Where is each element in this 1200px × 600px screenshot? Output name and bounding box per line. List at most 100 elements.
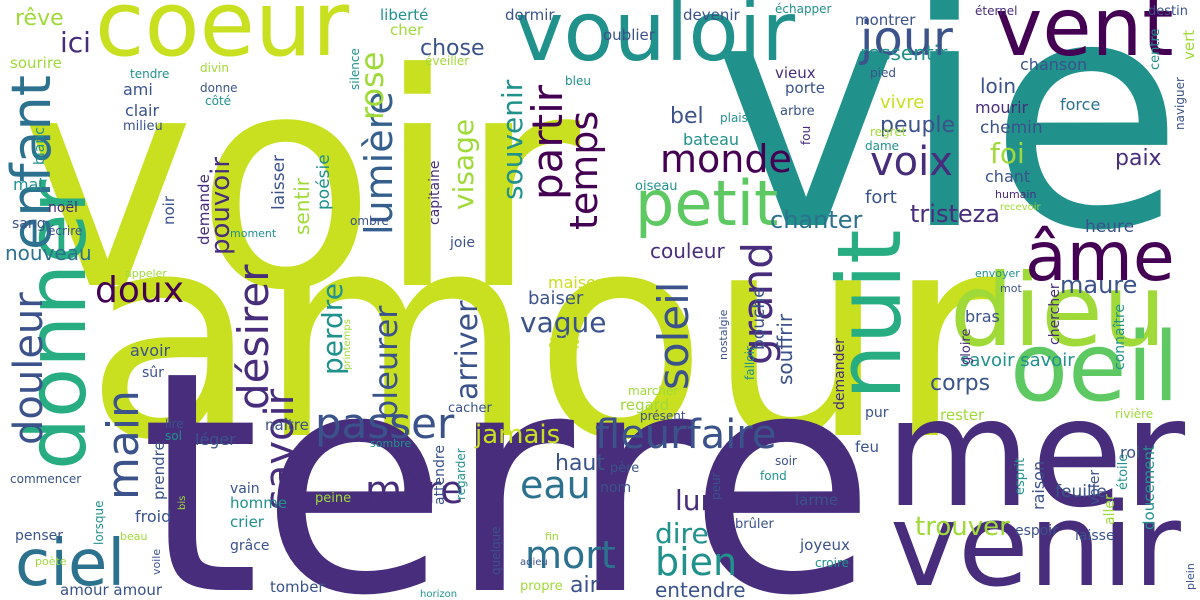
word: jamais: [474, 420, 560, 450]
word: joie: [449, 235, 475, 251]
word: silence: [348, 48, 362, 90]
word: dame: [865, 139, 899, 153]
word: devenir: [683, 6, 741, 24]
word: bel: [670, 104, 704, 129]
word: perdre: [316, 283, 349, 375]
word: chemin: [980, 118, 1043, 138]
word: petit: [635, 167, 778, 240]
word: cacher: [448, 401, 492, 416]
word: joyeux: [799, 536, 850, 554]
word: air: [570, 573, 600, 598]
word: demande: [195, 174, 213, 245]
word: rêve: [15, 6, 64, 31]
word: nostalgie: [717, 309, 730, 360]
word: sentir: [290, 177, 314, 235]
word: entendre: [655, 578, 746, 600]
word: mot: [1000, 282, 1022, 295]
word: plaisir: [720, 111, 756, 125]
word: éveiller: [425, 54, 469, 68]
word: milieu: [123, 119, 163, 134]
word: destin: [1148, 4, 1188, 19]
word: souvenir: [496, 79, 529, 200]
word: dieu: [950, 252, 1166, 369]
word: mourir: [975, 98, 1029, 117]
word: foi: [990, 137, 1025, 170]
word: oeil: [1010, 313, 1179, 423]
word: monde: [660, 137, 792, 181]
word: horizon: [420, 589, 457, 600]
word: grand: [733, 242, 782, 365]
word: roi: [1120, 443, 1140, 462]
word: force: [1060, 95, 1100, 114]
word: jour: [859, 11, 953, 67]
word: sombre: [370, 437, 411, 450]
word: adieu: [520, 557, 548, 568]
word: aile: [548, 332, 580, 353]
word: penser: [15, 528, 63, 544]
word: heure: [1085, 217, 1134, 237]
word: montrer: [855, 11, 916, 29]
word: humain: [995, 188, 1036, 201]
word: centre: [1148, 28, 1163, 70]
word: feu: [855, 438, 879, 456]
word: croire: [815, 556, 849, 570]
word: eau: [520, 463, 591, 507]
word: peur: [709, 472, 723, 500]
word: moment: [230, 227, 277, 240]
word: corps: [930, 371, 990, 396]
word: divin: [200, 61, 229, 75]
word: oiseau: [635, 179, 678, 194]
word: noir: [160, 195, 178, 225]
word: voir: [20, 10, 583, 355]
word: éternel: [975, 4, 1018, 18]
word: tristeza: [910, 200, 1000, 228]
word: oublier: [603, 26, 656, 44]
word: donner: [10, 179, 105, 470]
word: mort: [525, 533, 616, 577]
word: brûler: [735, 517, 774, 532]
word: île: [549, 355, 569, 374]
word: terre: [140, 307, 876, 600]
word: douleur: [6, 292, 52, 445]
word: fleurfaire: [595, 412, 776, 458]
word: bien: [655, 540, 737, 584]
word: gloire: [959, 329, 974, 366]
word: soleil: [649, 282, 698, 390]
word: couleur: [650, 239, 725, 263]
word: lire: [165, 417, 184, 431]
word: tomber: [270, 578, 325, 596]
word: savoir savoir: [960, 350, 1075, 371]
word: peuple: [880, 113, 955, 138]
word: sol: [165, 429, 182, 443]
word: vieux: [775, 64, 816, 82]
word: larme: [795, 491, 838, 509]
word: fin: [545, 530, 559, 543]
word: connaître: [1112, 304, 1128, 370]
word: visage: [447, 119, 480, 210]
word: bateau: [683, 130, 739, 149]
word: propre: [520, 579, 563, 594]
word: raison: [1029, 461, 1048, 510]
word: espoir: [1015, 523, 1058, 539]
word: pur: [865, 405, 889, 421]
word: marcher: [628, 384, 678, 398]
word: rose: [353, 52, 391, 120]
word: savoir: [257, 388, 303, 510]
word: donne: [200, 81, 238, 95]
word: trouver: [915, 512, 1010, 542]
word: attendre: [432, 445, 448, 505]
word: mère: [365, 468, 464, 512]
word: chercher: [1047, 283, 1063, 345]
word: baiser: [528, 288, 584, 309]
word: froid: [135, 507, 171, 526]
word: liberté: [380, 6, 428, 24]
word: enfant: [0, 75, 63, 250]
word: haut: [555, 451, 605, 476]
word: clair: [125, 101, 159, 120]
word: doucement: [1140, 445, 1158, 530]
word: poésie: [314, 154, 334, 210]
word: nouveau: [5, 241, 92, 265]
word: partir: [523, 84, 572, 200]
word: pleurer: [367, 305, 405, 420]
